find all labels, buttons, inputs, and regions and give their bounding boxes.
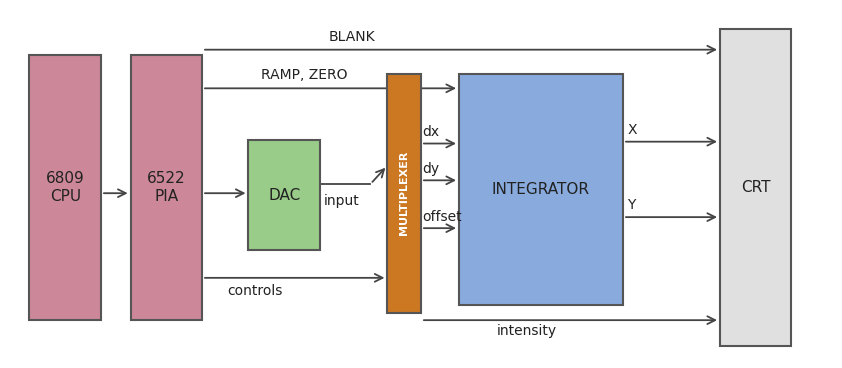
Text: intensity: intensity bbox=[497, 324, 557, 338]
Text: RAMP, ZERO: RAMP, ZERO bbox=[261, 68, 348, 82]
Text: DAC: DAC bbox=[268, 188, 301, 202]
Bar bbox=[387, 74, 421, 313]
Bar bbox=[248, 140, 320, 250]
Bar bbox=[131, 55, 202, 320]
Text: MULTIPLEXER: MULTIPLEXER bbox=[399, 151, 409, 236]
Text: controls: controls bbox=[227, 284, 283, 298]
Text: 6809
CPU: 6809 CPU bbox=[45, 171, 85, 204]
Text: dy: dy bbox=[423, 162, 440, 176]
Text: input: input bbox=[324, 194, 360, 208]
Text: X: X bbox=[627, 123, 637, 137]
Text: offset: offset bbox=[423, 210, 462, 224]
Text: dx: dx bbox=[423, 125, 440, 139]
Text: BLANK: BLANK bbox=[328, 30, 375, 44]
Text: 6522
PIA: 6522 PIA bbox=[147, 171, 185, 204]
Text: Y: Y bbox=[627, 198, 636, 212]
Text: CRT: CRT bbox=[741, 180, 770, 195]
Bar bbox=[459, 74, 623, 305]
Bar bbox=[720, 29, 791, 346]
Text: INTEGRATOR: INTEGRATOR bbox=[492, 182, 590, 197]
Bar bbox=[29, 55, 101, 320]
